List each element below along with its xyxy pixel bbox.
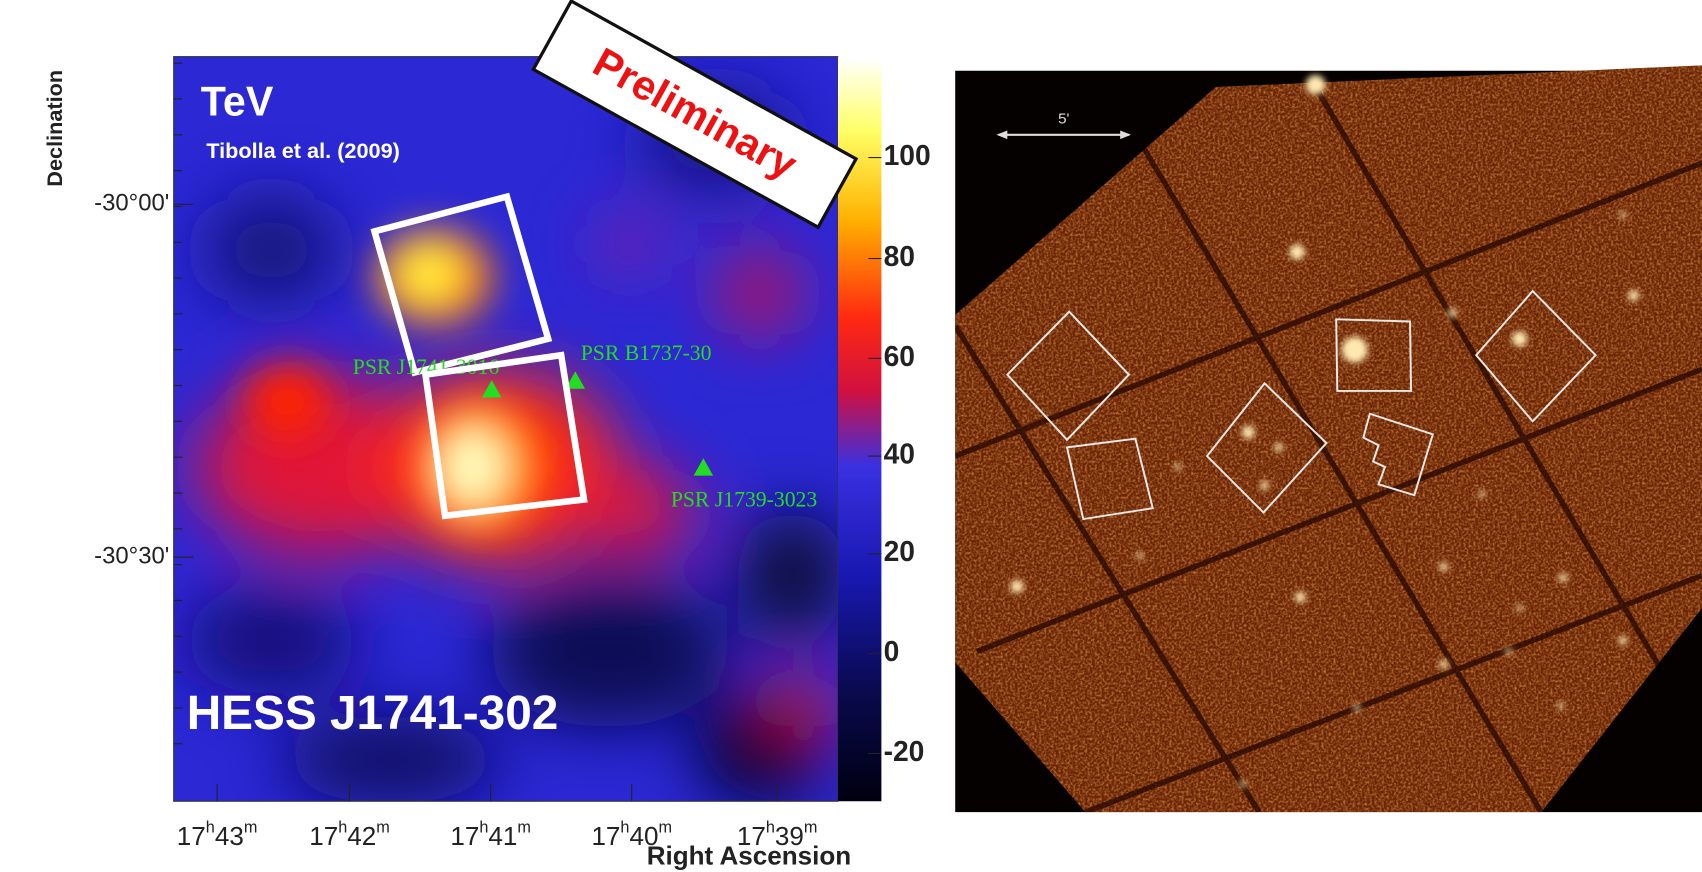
x-tick-label-part: 39 [775, 821, 804, 851]
point-source [1306, 75, 1326, 95]
x-tick-label-part: m [804, 819, 818, 837]
point-source [1478, 491, 1485, 498]
x-tick-label-part: h [206, 819, 215, 837]
colorbar-tick-label: -20 [884, 735, 925, 767]
point-source [1559, 573, 1568, 582]
x-tick-label: 17h43m [177, 819, 258, 851]
xray-image: 5' [955, 65, 1702, 814]
point-source [1136, 553, 1143, 560]
scale-bar-label: 5' [1058, 111, 1069, 128]
x-tick-label-part: m [244, 819, 258, 837]
x-tick-label-part: 43 [215, 821, 244, 851]
x-tick-label-part: 17 [177, 821, 206, 851]
point-source [1448, 308, 1457, 317]
colorbar-tick-label: 60 [884, 340, 915, 372]
point-source [1558, 702, 1565, 709]
point-source [1506, 648, 1513, 655]
page: {"left_panel": { "badge": "Preliminary",… [0, 0, 1702, 872]
point-source [1516, 605, 1523, 612]
x-tick-label: 17h41m [450, 819, 531, 851]
x-tick-label-part: 42 [347, 821, 376, 851]
point-source [1439, 562, 1448, 571]
x-tick-label-part: 17 [737, 821, 766, 851]
source-name: HESS J1741-302 [187, 687, 559, 740]
x-tick-label-part: m [376, 819, 390, 837]
colorbar-tick-label: 40 [884, 438, 915, 470]
point-source [1512, 331, 1527, 346]
point-source [1011, 580, 1024, 593]
figure: Preliminary TeV Tibolla et al. (2009) HE… [0, 0, 1702, 872]
point-source [1628, 290, 1639, 301]
colorbar-tick-label: 100 [884, 139, 931, 171]
x-tick-label-part: 17 [591, 821, 620, 851]
point-source [1274, 443, 1283, 452]
energy-label: TeV [201, 78, 274, 124]
point-source [1240, 781, 1247, 788]
x-tick-label: 17h42m [309, 819, 390, 851]
y-axis-title: Declination [42, 70, 67, 187]
pulsar-label: PSR B1737-30 [581, 341, 712, 365]
point-source [1354, 705, 1361, 712]
x-tick-label-part: h [479, 819, 488, 837]
colorbar-tick-label: 80 [884, 240, 915, 272]
point-source [1290, 244, 1305, 259]
y-tick-label: -30°00' [94, 190, 169, 217]
x-tick-label-part: m [517, 819, 531, 837]
x-tick-label-part: h [338, 819, 347, 837]
x-tick-label-part: m [658, 819, 672, 837]
x-tick-label-part: h [620, 819, 629, 837]
y-tick-label: -30°30' [94, 542, 169, 569]
colorbar-tick-label: 0 [884, 635, 900, 667]
x-tick-label-part: 17 [309, 821, 338, 851]
point-source [1439, 660, 1448, 669]
pulsar-label: PSR J1739-3023 [671, 488, 817, 512]
x-tick-label-part: h [766, 819, 775, 837]
colorbar-tick-label: 20 [884, 535, 915, 567]
citation: Tibolla et al. (2009) [206, 138, 400, 163]
point-source [1174, 464, 1181, 471]
x-tick-label-part: 41 [488, 821, 517, 851]
point-source [1260, 481, 1269, 490]
point-source [1618, 636, 1627, 645]
x-tick-label-part: 40 [629, 821, 658, 851]
point-source [1342, 337, 1368, 363]
point-source [1242, 426, 1255, 439]
point-source [1295, 592, 1306, 603]
point-source [1620, 212, 1627, 219]
x-tick-label-part: 17 [450, 821, 479, 851]
